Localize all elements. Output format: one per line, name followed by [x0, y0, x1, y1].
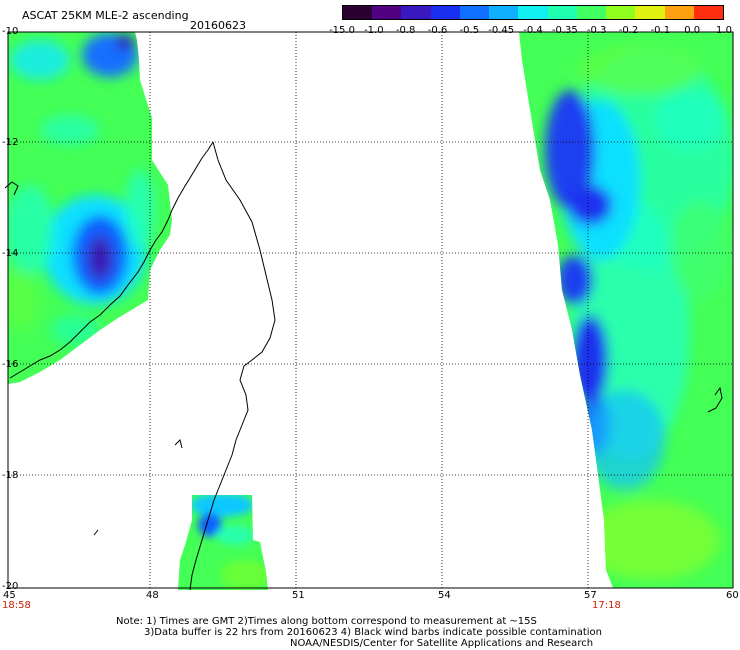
colorbar-segment: [343, 6, 373, 19]
x-tick-label: 57: [584, 590, 597, 601]
colorbar-label: -0.45: [488, 25, 515, 36]
colorbar-segment: [606, 6, 636, 19]
colorbar-label: -0.3: [586, 25, 607, 36]
y-tick-label: -18: [2, 470, 19, 481]
y-tick-label: -12: [2, 137, 19, 148]
footnotes: Note: 1) Times are GMT 2)Times along bot…: [116, 616, 602, 649]
colorbar-label: -0.35: [551, 25, 578, 36]
colorbar-segment: [372, 6, 402, 19]
colorbar-label: 1.0: [716, 25, 732, 36]
colorbar-segment: [547, 6, 577, 19]
x-tick-label: 60: [726, 590, 739, 601]
note-line: NOAA/NESDIS/Center for Satellite Applica…: [290, 638, 594, 649]
colorbar-label: -15.0: [329, 25, 355, 36]
y-tick-label: -20: [2, 581, 19, 592]
colorbar-segment: [576, 6, 607, 19]
right-pass-time: 17:18: [592, 600, 621, 611]
colorbar-labels: -15.0 -1.0 -0.8 -0.6 -0.5 -0.45 -0.4 -0.35 -0.3-…: [329, 25, 740, 37]
note-line: 3)Data buffer is 22 hrs from 20160623 4)…: [144, 627, 602, 638]
x-tick-label: 45: [3, 590, 16, 601]
y-tick-label: -14: [2, 248, 19, 259]
note-line: Note: 1) Times are GMT 2)Times along bot…: [116, 616, 537, 627]
lat-lon-grid: [8, 32, 733, 588]
colorbar-label: -1.0: [364, 25, 384, 36]
x-tick-label: 51: [292, 590, 305, 601]
plot-frame: [7, 31, 734, 589]
colorbar-segment: [693, 6, 724, 19]
map-title: ASCAT 25KM MLE-2 ascending: [22, 9, 189, 22]
left-swath: [8, 32, 172, 384]
colorbar-label: -0.4: [523, 25, 543, 36]
x-tick-label: 54: [438, 590, 451, 601]
colorbar-label: 0.0: [684, 25, 701, 36]
colorbar-segment: [459, 6, 490, 19]
colorbar-segment: [635, 6, 665, 19]
colorbar-label: -0.2: [618, 25, 639, 36]
colorbar-label: -0.8: [395, 25, 416, 36]
colorbar-segment: [401, 6, 431, 19]
colorbar-segment: [518, 6, 548, 19]
bottom-swath: [178, 495, 268, 590]
left-pass-time: 18:58: [2, 600, 31, 611]
y-tick-label: -16: [2, 359, 19, 370]
colorbar-segment: [489, 6, 519, 19]
right-swath: [519, 32, 733, 588]
map-date: 20160623: [190, 19, 246, 32]
colorbar-label: -0.5: [459, 25, 480, 36]
colorbar-label: -0.1: [650, 25, 671, 36]
colorbar: [342, 5, 724, 20]
x-tick-label: 48: [146, 590, 159, 601]
colorbar-segment: [430, 6, 460, 19]
colorbar-segment: [664, 6, 694, 19]
y-tick-label: -10: [2, 26, 19, 37]
coastline: [4, 141, 723, 591]
colorbar-label: -0.6: [427, 25, 448, 36]
